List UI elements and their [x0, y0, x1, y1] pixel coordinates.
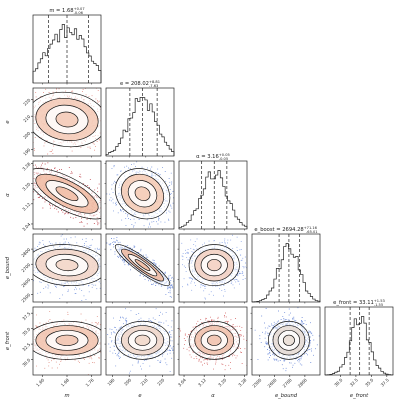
scatter-panel-4-0 — [32, 306, 102, 376]
histogram-panel-2: α = 3.16+0.05 -0.05 — [178, 153, 248, 230]
x-tick-label: 3.20 — [217, 377, 227, 387]
x-axis-label-1: e — [138, 393, 141, 399]
scatter-panel-4-2 — [178, 306, 248, 376]
scatter-panel-3-1 — [105, 233, 175, 303]
panel-content — [33, 307, 101, 375]
scatter-panel-3-2 — [178, 233, 248, 303]
contour-level-3 — [206, 334, 222, 346]
x-tick-label: 210 — [140, 377, 149, 386]
y-tick-label: 2700 — [20, 262, 31, 273]
histogram-frame — [178, 160, 248, 230]
y-tick-label: 2600 — [20, 277, 31, 288]
panel-content — [179, 234, 247, 300]
scatter-panel-1-0 — [32, 87, 102, 157]
x-tick-label: 190 — [106, 377, 115, 386]
panel-content — [254, 307, 320, 372]
x-tick-label: 3.28 — [237, 377, 247, 387]
histogram-panel-0: m = 1.68+0.07 -0.06 — [32, 7, 102, 84]
x-tick-label: 2600 — [267, 377, 278, 388]
contour-level-3 — [134, 186, 151, 202]
contour-level-3 — [55, 111, 79, 128]
panel-frame — [178, 306, 248, 376]
contour-level-3 — [134, 334, 151, 346]
contour-level-3 — [134, 259, 151, 272]
panel-frame — [105, 306, 175, 376]
scatter-panel-4-1 — [105, 306, 175, 376]
panels: m = 1.68+0.07 -0.06 e = 208.02+8.81 -7.63 α … — [5, 7, 394, 399]
panel-content — [106, 161, 174, 228]
x-tick-label: 1.76 — [85, 377, 95, 387]
y-tick-label: 210 — [22, 114, 31, 123]
x-axis-label-4: e_front — [350, 393, 369, 399]
x-tick-label: 2500 — [251, 377, 262, 388]
histogram-steps — [251, 243, 321, 303]
panel-frame — [105, 233, 175, 303]
x-tick-label: 2800 — [297, 377, 308, 388]
x-tick-label: 30.0 — [333, 377, 343, 387]
histogram-title-1: e = 208.02+8.81 -7.63 — [120, 80, 160, 88]
x-axis-label-2: α — [211, 393, 215, 399]
histogram-title-2: α = 3.16+0.05 -0.05 — [196, 153, 230, 161]
y-tick-label: 2500 — [20, 292, 31, 303]
panel-frame — [105, 160, 175, 230]
scatter-panel-2-1 — [105, 160, 175, 230]
histogram-steps — [178, 170, 248, 229]
panel-content — [33, 162, 101, 227]
contour-level-3 — [55, 186, 79, 202]
y-tick-label: 2800 — [20, 247, 31, 258]
histogram-panel-1: e = 208.02+8.81 -7.63 — [105, 80, 175, 157]
contour-level-3 — [206, 259, 222, 272]
y-tick-label: 220 — [22, 97, 31, 106]
x-tick-label: 200 — [123, 377, 132, 386]
y-tick-label: 200 — [22, 130, 31, 139]
histogram-title-4: e_front = 33.11+1.53 -1.55 — [333, 299, 385, 307]
y-tick-label: 3.28 — [21, 161, 31, 171]
y-tick-label: 3.12 — [21, 201, 31, 211]
x-tick-label: 1.60 — [35, 377, 45, 387]
x-tick-label: 32.5 — [349, 377, 359, 387]
y-tick-label: 35.0 — [21, 326, 31, 336]
panel-content — [106, 237, 174, 298]
x-tick-label: 3.12 — [197, 377, 207, 387]
scatter-panel-2-0 — [32, 160, 102, 230]
x-tick-label: 3.04 — [177, 377, 187, 387]
panel-frame — [251, 306, 321, 376]
histogram-steps — [324, 316, 394, 376]
panel-content — [33, 88, 101, 155]
y-axis-label-1: e — [5, 120, 11, 123]
x-tick-label: 1.68 — [60, 377, 70, 387]
x-tick-label: 220 — [156, 377, 165, 386]
panel-content — [107, 308, 174, 374]
histogram-panel-4: e_front = 33.11+1.53 -1.55 — [324, 299, 394, 376]
panel-frame — [178, 233, 248, 303]
x-tick-label: 37.5 — [380, 377, 390, 387]
y-tick-label: 30.0 — [21, 357, 31, 367]
y-axis-label-2: α — [5, 193, 11, 197]
y-tick-label: 32.5 — [21, 342, 31, 352]
y-tick-label: 3.04 — [21, 222, 31, 232]
x-axis-label-0: m — [64, 393, 69, 399]
contour-level-3 — [55, 334, 79, 346]
histogram-title-0: m = 1.68+0.07 -0.06 — [49, 7, 84, 15]
panel-content — [33, 234, 101, 302]
scatter-panel-4-3 — [251, 306, 321, 376]
x-tick-label: 2700 — [282, 377, 293, 388]
y-axis-label-4: e_front — [5, 331, 11, 350]
x-tick-label: 35.0 — [364, 377, 374, 387]
y-tick-label: 190 — [22, 147, 31, 156]
histogram-panel-3: e_boost = 2694.28+71.16 -65.01 — [251, 226, 321, 303]
y-tick-label: 3.20 — [21, 181, 31, 191]
y-tick-label: 37.5 — [21, 311, 31, 321]
contour-level-3 — [282, 334, 295, 346]
panel-content — [179, 312, 247, 371]
y-axis-label-3: e_bound — [5, 256, 11, 279]
x-axis-label-3: e_bound — [275, 393, 298, 399]
contour-level-3 — [55, 259, 79, 272]
scatter-panel-3-0 — [32, 233, 102, 303]
histogram-frame — [324, 306, 394, 376]
histogram-steps — [105, 97, 175, 156]
histogram-title-3: e_boost = 2694.28+71.16 -65.01 — [254, 226, 317, 234]
